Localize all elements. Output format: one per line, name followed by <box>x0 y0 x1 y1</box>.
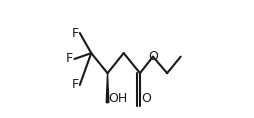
Text: O: O <box>148 50 158 63</box>
Text: O: O <box>141 92 151 105</box>
Text: F: F <box>66 53 73 65</box>
Text: OH: OH <box>109 92 128 105</box>
Polygon shape <box>106 73 109 103</box>
Text: F: F <box>71 27 79 40</box>
Text: F: F <box>71 78 79 91</box>
